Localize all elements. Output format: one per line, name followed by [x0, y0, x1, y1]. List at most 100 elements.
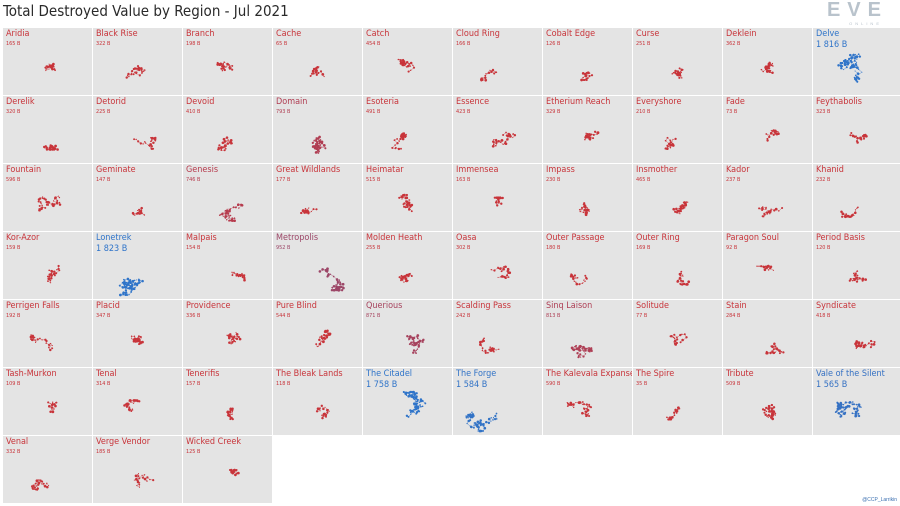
region-panel: Deklein 362 B — [723, 28, 812, 95]
system-point — [768, 135, 771, 139]
system-point — [857, 412, 860, 415]
system-point — [411, 409, 414, 413]
system-point — [482, 339, 485, 342]
system-point — [53, 408, 55, 410]
system-point — [773, 342, 776, 346]
system-point — [234, 206, 237, 209]
system-point — [588, 403, 591, 406]
region-map-plot — [834, 401, 862, 418]
system-point — [678, 72, 681, 75]
system-point — [412, 349, 416, 352]
system-point — [407, 394, 411, 398]
system-point — [231, 413, 233, 416]
system-point — [312, 208, 315, 211]
region-map-plot — [125, 65, 146, 79]
system-point — [57, 267, 60, 271]
system-point — [243, 280, 246, 282]
region-map-plot — [756, 264, 774, 272]
region-value: 314 B — [96, 381, 111, 387]
system-point — [685, 336, 688, 339]
system-point — [312, 72, 315, 75]
system-point — [324, 334, 326, 336]
system-point — [585, 78, 588, 80]
system-point — [761, 206, 764, 210]
system-point — [862, 137, 866, 140]
system-point — [132, 213, 135, 216]
system-point — [328, 333, 331, 336]
system-point — [495, 196, 497, 199]
region-value: 255 B — [366, 245, 381, 251]
system-point — [408, 339, 410, 341]
system-point — [857, 343, 860, 345]
system-point — [857, 403, 861, 406]
system-point — [234, 340, 237, 343]
region-panel: Geminate 147 B — [93, 164, 182, 231]
system-point — [852, 134, 854, 137]
system-point — [414, 400, 416, 402]
system-point — [237, 471, 240, 475]
system-point — [131, 338, 133, 340]
system-point — [402, 133, 405, 136]
system-point — [582, 349, 584, 351]
region-panel: Outer Ring 169 B — [633, 232, 722, 299]
system-point — [143, 474, 146, 476]
system-point — [404, 280, 407, 283]
system-point — [496, 204, 499, 207]
system-point — [407, 274, 410, 278]
system-point — [318, 407, 321, 410]
system-point — [484, 349, 487, 352]
region-value: 362 B — [726, 41, 741, 47]
region-name: Sinq Laison — [546, 301, 593, 311]
system-point — [673, 339, 676, 341]
system-point — [35, 479, 39, 483]
system-point — [837, 408, 840, 411]
system-point — [229, 408, 232, 411]
region-map-plot — [29, 334, 54, 352]
system-point — [229, 220, 231, 222]
system-point — [231, 338, 233, 341]
region-panel: Genesis 746 B — [183, 164, 272, 231]
system-point — [229, 333, 232, 336]
region-map-plot — [218, 203, 244, 223]
system-point — [326, 329, 329, 333]
system-point — [506, 274, 509, 277]
system-point — [138, 400, 140, 402]
system-point — [682, 283, 684, 286]
system-point — [845, 66, 848, 69]
system-point — [52, 200, 55, 202]
system-point — [225, 136, 229, 139]
region-value: 120 B — [816, 245, 831, 251]
system-point — [224, 214, 228, 218]
system-point — [480, 77, 483, 80]
system-point — [583, 78, 586, 82]
system-point — [315, 343, 318, 346]
system-point — [572, 348, 576, 352]
system-point — [583, 208, 587, 212]
system-point — [581, 401, 584, 403]
system-point — [862, 134, 866, 138]
system-point — [226, 415, 228, 417]
system-point — [765, 207, 767, 209]
system-point — [229, 335, 232, 338]
system-point — [770, 208, 772, 210]
system-point — [138, 477, 141, 480]
region-name: Kor-Azor — [6, 233, 40, 243]
system-point — [53, 68, 56, 71]
system-point — [763, 411, 766, 414]
region-value: 322 B — [96, 41, 111, 47]
region-value: 491 B — [366, 109, 381, 115]
system-point — [243, 275, 246, 278]
region-value: 177 B — [276, 177, 291, 183]
system-point — [315, 151, 318, 154]
system-point — [481, 349, 484, 352]
region-value: 185 B — [96, 449, 111, 455]
system-point — [133, 338, 136, 341]
system-point — [241, 272, 243, 275]
system-point — [590, 136, 592, 138]
system-point — [44, 338, 47, 342]
region-panel: Insmother 465 B — [633, 164, 722, 231]
system-point — [680, 71, 682, 73]
system-point — [856, 61, 858, 63]
system-point — [405, 200, 408, 203]
region-name: Immensea — [456, 165, 499, 175]
